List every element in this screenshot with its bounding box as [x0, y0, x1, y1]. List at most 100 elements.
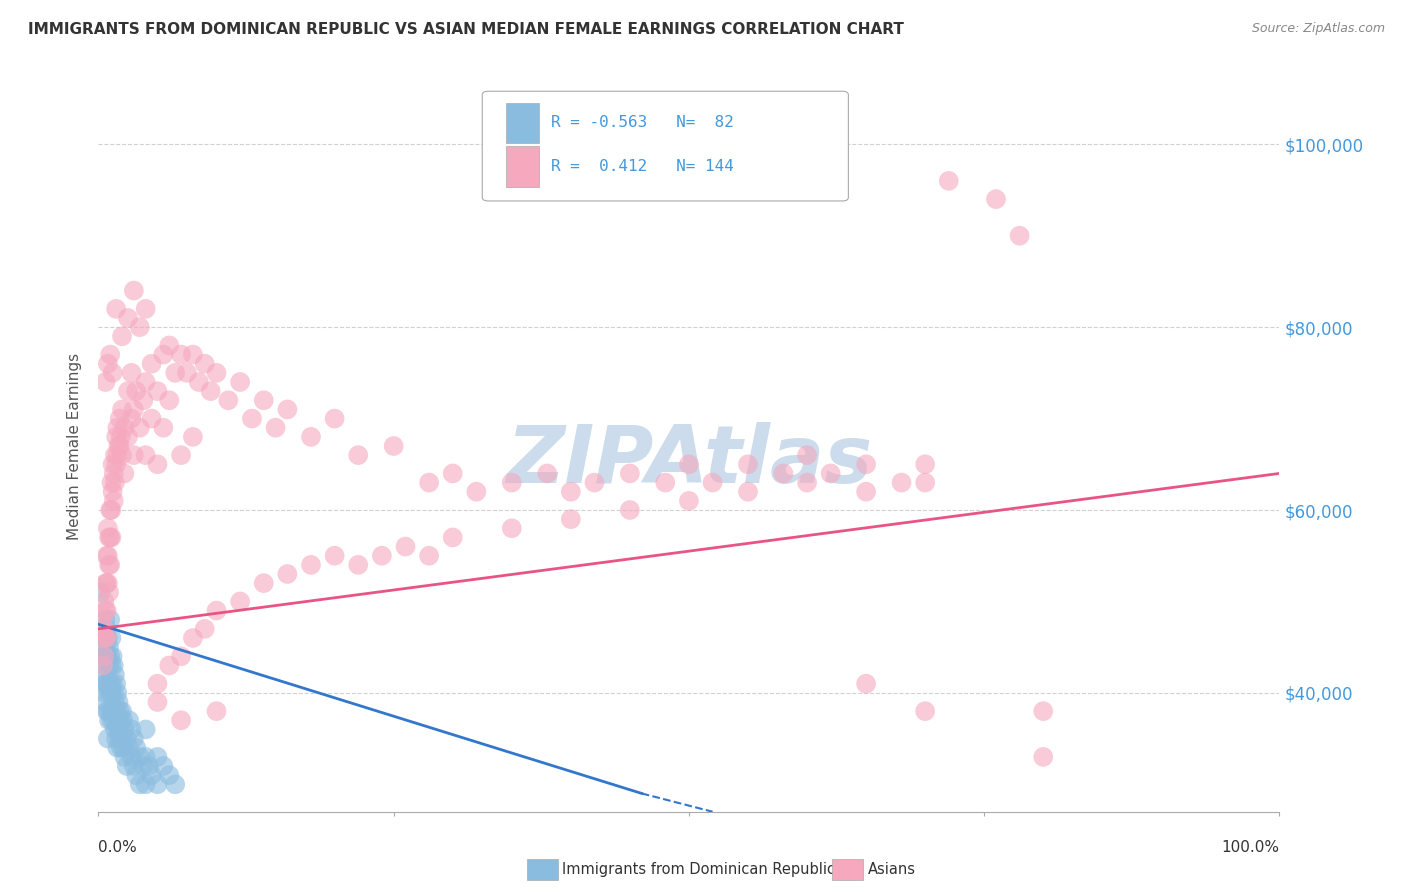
- FancyBboxPatch shape: [482, 91, 848, 201]
- Point: [194, 622, 217, 636]
- Point: [501, 475, 523, 490]
- Point: [264, 421, 287, 435]
- Point: [117, 430, 139, 444]
- Point: [98, 530, 121, 544]
- Point: [93, 622, 115, 636]
- Point: [465, 484, 488, 499]
- Point: [347, 558, 370, 572]
- Point: [96, 549, 118, 563]
- Point: [796, 448, 818, 462]
- Point: [98, 348, 121, 362]
- Point: [91, 622, 114, 636]
- Point: [101, 704, 124, 718]
- Point: [94, 576, 117, 591]
- Point: [253, 393, 276, 408]
- Point: [737, 458, 759, 472]
- Point: [122, 284, 145, 298]
- Point: [115, 731, 138, 746]
- Point: [98, 530, 121, 544]
- Point: [100, 714, 122, 728]
- Point: [104, 448, 127, 462]
- Point: [146, 777, 169, 791]
- Point: [135, 375, 157, 389]
- Point: [323, 549, 346, 563]
- Text: R =  0.412   N= 144: R = 0.412 N= 144: [551, 159, 734, 174]
- Point: [98, 640, 121, 655]
- Point: [170, 448, 193, 462]
- Point: [94, 603, 117, 617]
- Point: [105, 448, 128, 462]
- Point: [181, 631, 204, 645]
- Point: [347, 448, 370, 462]
- Point: [121, 366, 143, 380]
- Point: [128, 421, 150, 435]
- Point: [105, 704, 128, 718]
- Point: [170, 714, 193, 728]
- Point: [111, 448, 134, 462]
- Point: [135, 448, 157, 462]
- Point: [536, 467, 558, 481]
- Point: [98, 503, 121, 517]
- Point: [107, 723, 129, 737]
- Point: [104, 667, 127, 681]
- Point: [135, 301, 157, 316]
- Point: [91, 631, 114, 645]
- Point: [146, 749, 169, 764]
- Point: [1032, 704, 1054, 718]
- Point: [157, 338, 180, 352]
- Point: [146, 384, 169, 399]
- Point: [104, 475, 127, 490]
- Point: [135, 723, 157, 737]
- Point: [394, 540, 416, 554]
- Point: [100, 475, 122, 490]
- Point: [276, 402, 298, 417]
- Point: [112, 723, 135, 737]
- Point: [98, 558, 121, 572]
- Point: [441, 530, 464, 544]
- Point: [101, 649, 124, 664]
- Point: [141, 768, 163, 782]
- Point: [200, 384, 222, 399]
- Point: [146, 458, 169, 472]
- Point: [122, 731, 145, 746]
- Point: [110, 740, 132, 755]
- Point: [98, 714, 121, 728]
- Point: [110, 430, 132, 444]
- Point: [103, 467, 125, 481]
- Point: [560, 484, 582, 499]
- Point: [98, 585, 121, 599]
- Point: [914, 458, 936, 472]
- Point: [122, 759, 145, 773]
- Point: [100, 530, 122, 544]
- Point: [122, 448, 145, 462]
- Point: [105, 740, 128, 755]
- Point: [678, 494, 700, 508]
- Point: [170, 649, 193, 664]
- Point: [97, 549, 120, 563]
- Point: [240, 411, 263, 425]
- Point: [112, 749, 135, 764]
- Point: [135, 749, 157, 764]
- Point: [112, 740, 135, 755]
- Point: [90, 585, 112, 599]
- Point: [157, 658, 180, 673]
- Point: [1032, 749, 1054, 764]
- Point: [382, 439, 405, 453]
- Point: [105, 714, 128, 728]
- Point: [101, 366, 124, 380]
- Point: [125, 384, 148, 399]
- Point: [105, 421, 128, 435]
- Point: [165, 366, 187, 380]
- Point: [97, 631, 120, 645]
- Point: [104, 695, 127, 709]
- Point: [737, 484, 759, 499]
- Point: [121, 749, 143, 764]
- Point: [91, 613, 114, 627]
- Point: [94, 640, 117, 655]
- Point: [371, 549, 394, 563]
- Point: [112, 714, 135, 728]
- Point: [91, 649, 114, 664]
- Point: [418, 475, 440, 490]
- Point: [103, 494, 125, 508]
- Point: [107, 439, 129, 453]
